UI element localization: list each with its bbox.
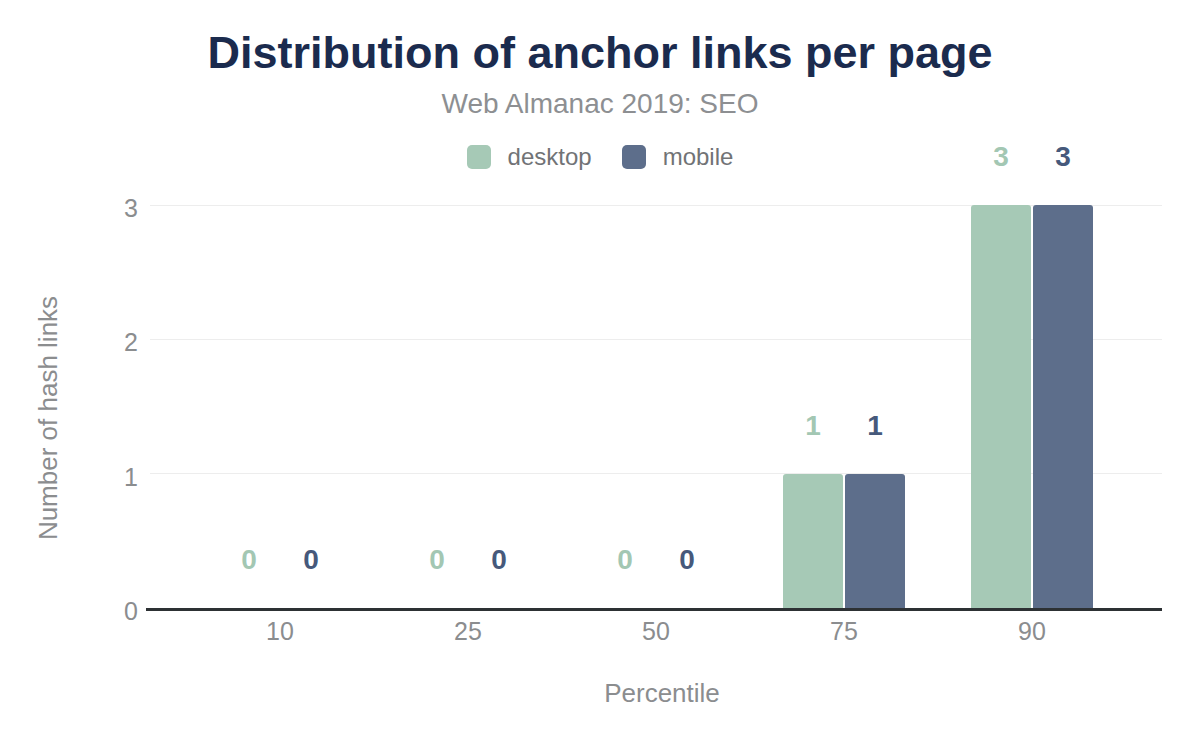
bar-value-desktop-p25: 0 [407, 546, 467, 574]
plot-area: 012300100025005011753390 [150, 205, 1162, 608]
y-tick-2: 2 [88, 330, 138, 355]
bar-desktop-p90[interactable] [971, 205, 1031, 608]
legend-swatch-desktop [467, 145, 491, 169]
legend-label-desktop: desktop [508, 144, 592, 169]
x-tick-25: 25 [408, 619, 528, 644]
y-axis-title: Number of hash links [33, 296, 64, 540]
x-tick-75: 75 [784, 619, 904, 644]
bar-value-mobile-p10: 0 [281, 546, 341, 574]
bar-mobile-p75[interactable] [845, 474, 905, 608]
chart-subtitle: Web Almanac 2019: SEO [0, 90, 1200, 118]
x-axis-title: Percentile [156, 678, 1168, 709]
legend-swatch-mobile [622, 145, 646, 169]
x-tick-10: 10 [220, 619, 340, 644]
y-tick-0: 0 [88, 599, 138, 624]
legend-item-desktop: desktop [467, 144, 592, 169]
legend-label-mobile: mobile [663, 144, 734, 169]
bar-value-mobile-p50: 0 [657, 546, 717, 574]
bar-value-mobile-p25: 0 [469, 546, 529, 574]
bar-value-desktop-p90: 3 [971, 143, 1031, 171]
bar-value-mobile-p90: 3 [1033, 143, 1093, 171]
y-tick-3: 3 [88, 196, 138, 221]
bar-value-mobile-p75: 1 [845, 412, 905, 440]
bar-chart: Distribution of anchor links per page We… [0, 0, 1200, 742]
x-tick-90: 90 [972, 619, 1092, 644]
bar-mobile-p90[interactable] [1033, 205, 1093, 608]
legend-item-mobile: mobile [622, 144, 734, 169]
bar-value-desktop-p75: 1 [783, 412, 843, 440]
bar-desktop-p75[interactable] [783, 474, 843, 608]
chart-title: Distribution of anchor links per page [0, 30, 1200, 75]
bar-value-desktop-p50: 0 [595, 546, 655, 574]
y-tick-1: 1 [88, 465, 138, 490]
x-tick-50: 50 [596, 619, 716, 644]
x-axis-line [146, 608, 1162, 611]
bar-value-desktop-p10: 0 [219, 546, 279, 574]
